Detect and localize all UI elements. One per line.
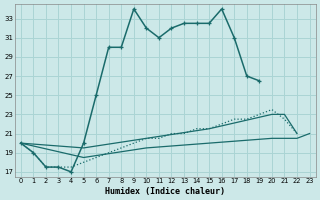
- X-axis label: Humidex (Indice chaleur): Humidex (Indice chaleur): [105, 187, 225, 196]
